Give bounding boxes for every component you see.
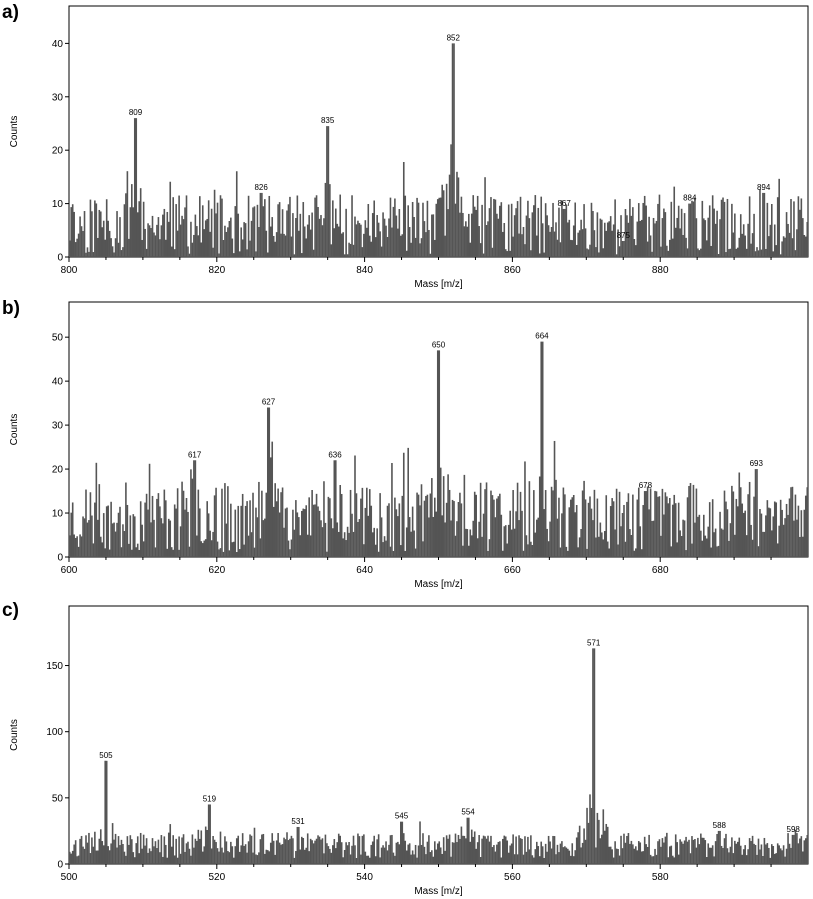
peak-label: 531 [291,817,305,826]
peak-label: 894 [757,183,771,192]
peak-label: 875 [617,231,631,240]
peak-label: 884 [683,194,697,203]
spectrum-panel-b: b) 0 10 20 30 40 50 600 620 640 660 680 Mass [m/z] C… [0,296,813,598]
spectrum-panel-c: c) 0 50 100 150 500 520 540 560 580 Mass [m/z] Cou… [0,598,813,899]
plot-frame [68,605,809,865]
peak-label: 826 [254,183,268,192]
y-tick-label: 20 [52,146,64,157]
y-tick-label: 0 [57,860,63,871]
spectrum-panel-a: a) 0 10 20 30 40 800 820 840 860 880 Mass [m/z] Cou… [0,0,813,296]
bar-series [68,341,809,557]
x-tick-label: 680 [652,565,669,576]
peak-label: 636 [328,450,342,459]
x-tick-label: 800 [61,265,78,276]
spectrum-chart-c: 0 50 100 150 500 520 540 560 580 Mass [m/z] Counts… [9,605,809,897]
y-tick-label: 50 [52,333,64,344]
peak-label: 664 [535,332,549,341]
y-tick-label: 150 [46,661,63,672]
peak-label: 505 [99,751,113,760]
panel-label: c) [2,600,19,621]
peak-label: 678 [639,481,653,490]
peak-label: 554 [461,808,475,817]
x-tick-label: 560 [504,872,521,883]
x-tick-label: 540 [356,872,373,883]
peak-label: 545 [395,812,409,821]
y-tick-label: 0 [57,553,63,564]
y-axis-label: Counts [9,719,20,751]
y-tick-label: 0 [57,253,63,264]
peak-label: 571 [587,638,601,647]
x-tick-label: 620 [208,565,225,576]
peak-label: 627 [262,398,276,407]
y-axis-label: Counts [9,116,20,148]
peak-label: 598 [787,825,801,834]
x-tick-label: 820 [208,265,225,276]
x-axis-label: Mass [m/z] [414,886,463,897]
x-tick-label: 840 [356,265,373,276]
spectrum-chart-b: 0 10 20 30 40 50 600 620 640 660 680 Mass [m/z] Coun… [9,301,809,590]
x-tick-label: 500 [61,872,78,883]
peak-label: 835 [321,116,335,125]
y-tick-label: 30 [52,92,64,103]
peak-label: 519 [203,794,217,803]
y-tick-label: 40 [52,377,64,388]
bar-series [68,648,809,864]
peak-label: 867 [557,199,571,208]
bar-series [68,43,809,257]
x-tick-label: 600 [61,565,78,576]
x-tick-label: 860 [504,265,521,276]
x-tick-label: 520 [208,872,225,883]
x-axis-label: Mass [m/z] [414,579,463,590]
peak-label: 588 [713,821,727,830]
y-tick-label: 100 [46,727,63,738]
panel-label: b) [2,298,20,319]
peak-label: 809 [129,108,143,117]
panel-label: a) [2,2,19,23]
x-axis-label: Mass [m/z] [414,279,463,290]
y-tick-label: 20 [52,465,64,476]
y-tick-label: 10 [52,509,64,520]
spectrum-chart-a: 0 10 20 30 40 800 820 840 860 880 Mass [m/z] Counts… [9,5,809,290]
x-tick-label: 880 [652,265,669,276]
y-tick-label: 40 [52,39,64,50]
x-tick-label: 660 [504,565,521,576]
y-tick-label: 30 [52,421,64,432]
peak-label: 852 [447,33,461,42]
x-tick-label: 580 [652,872,669,883]
x-tick-label: 640 [356,565,373,576]
y-axis-label: Counts [9,414,20,446]
peak-label: 650 [432,340,446,349]
peak-label: 693 [750,459,764,468]
peak-label: 617 [188,450,202,459]
y-tick-label: 50 [52,793,64,804]
y-tick-label: 10 [52,199,64,210]
